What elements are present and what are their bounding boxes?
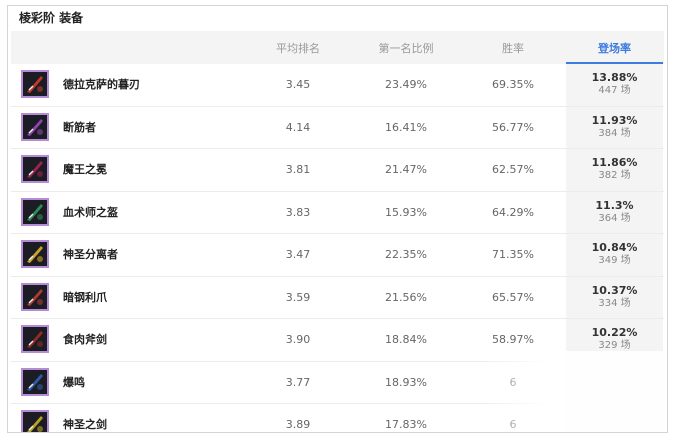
- match-count: 349 场: [598, 255, 631, 266]
- win-rate: 64.29%: [492, 205, 534, 219]
- win-rate: 65.57%: [492, 290, 534, 304]
- first-rate: 22.35%: [385, 248, 427, 261]
- match-count: 364 场: [598, 212, 631, 224]
- avg-rank: 3.47: [285, 248, 311, 261]
- item-name[interactable]: 德拉克萨的暮刃: [63, 78, 140, 91]
- item-name[interactable]: 暗钢利爪: [63, 290, 107, 304]
- pick-rate-cell: 10.84% 349 场: [566, 234, 663, 276]
- avg-rank: 3.81: [285, 163, 311, 176]
- pick-rate: 11.3%: [595, 198, 634, 212]
- table-row[interactable]: 血术师之盔 3.83 15.93% 64.29% 11.3% 364 场: [11, 191, 664, 234]
- divine-sunderer-icon[interactable]: [21, 240, 49, 268]
- match-count: 384 场: [598, 127, 631, 139]
- carnivore-axe-icon[interactable]: [21, 325, 49, 353]
- win-rate: 56.77%: [492, 120, 534, 134]
- table-row[interactable]: 暗钢利爪 3.59 21.56% 65.57% 10.37% 334 场: [11, 276, 664, 319]
- item-name[interactable]: 神圣分离者: [63, 248, 118, 261]
- match-count: 334 场: [598, 297, 631, 309]
- blood-helm-icon[interactable]: [21, 197, 49, 226]
- first-rate: 17.83%: [385, 418, 427, 431]
- pick-rate: 10.37%: [591, 283, 638, 297]
- avg-rank: 4.14: [285, 120, 311, 134]
- table-header: 平均排名 第一名比例 胜率 登场率: [11, 31, 664, 64]
- avg-rank: 3.59: [285, 290, 311, 304]
- win-rate: 62.57%: [492, 163, 534, 176]
- hamstringer-icon[interactable]: [21, 112, 49, 141]
- first-rate: 23.49%: [385, 78, 427, 91]
- first-rate: 18.93%: [385, 375, 427, 389]
- pick-rate-cell: 11.86% 382 场: [566, 149, 663, 191]
- dark-claw-icon[interactable]: [21, 282, 49, 311]
- match-count: 329 场: [598, 340, 631, 351]
- item-name[interactable]: 断筋者: [63, 120, 96, 134]
- header-avg-rank[interactable]: 平均排名: [276, 42, 320, 55]
- avg-rank: 3.45: [285, 78, 311, 91]
- item-name[interactable]: 爆鸣: [63, 375, 85, 389]
- panel-title: 棱彩阶 装备: [19, 11, 84, 25]
- match-count: 447 场: [598, 85, 631, 96]
- item-name[interactable]: 食肉斧剑: [63, 333, 107, 346]
- table-row[interactable]: 断筋者 4.14 16.41% 56.77% 11.93% 384 场: [11, 106, 664, 149]
- sort-indicator: [566, 62, 663, 64]
- avg-rank: 3.89: [285, 418, 311, 431]
- avg-rank: 3.83: [285, 205, 311, 219]
- win-rate: 69.35%: [492, 78, 534, 91]
- thunder-icon[interactable]: [21, 367, 49, 396]
- watermark-overlay: [478, 351, 667, 432]
- win-rate: 71.35%: [492, 248, 534, 261]
- pick-rate: 10.84%: [591, 241, 638, 254]
- match-count: 382 场: [598, 170, 631, 181]
- pick-rate-cell: 11.3% 364 场: [566, 191, 663, 233]
- win-rate: 58.97%: [492, 333, 534, 346]
- pick-rate: 10.22%: [591, 326, 638, 339]
- dark-blade-icon[interactable]: [21, 70, 49, 98]
- table-row[interactable]: 德拉克萨的暮刃 3.45 23.49% 69.35% 13.88% 447 场: [11, 64, 664, 107]
- item-name[interactable]: 神圣之剑: [63, 418, 107, 431]
- first-rate: 21.47%: [385, 163, 427, 176]
- header-first-rate[interactable]: 第一名比例: [378, 42, 434, 55]
- header-pick-rate[interactable]: 登场率: [566, 31, 663, 64]
- pick-rate: 11.93%: [591, 113, 638, 127]
- pick-rate: 13.88%: [591, 71, 638, 84]
- pick-rate: 11.86%: [591, 156, 638, 169]
- header-win-rate[interactable]: 胜率: [502, 42, 524, 55]
- pick-rate-cell: 10.37% 334 场: [566, 276, 663, 318]
- first-rate: 15.93%: [385, 205, 427, 219]
- holy-sword-icon[interactable]: [21, 410, 49, 432]
- first-rate: 16.41%: [385, 120, 427, 134]
- item-name[interactable]: 血术师之盔: [63, 205, 118, 219]
- first-rate: 18.84%: [385, 333, 427, 346]
- first-rate: 21.56%: [385, 290, 427, 304]
- avg-rank: 3.77: [285, 375, 311, 389]
- pick-rate-cell: 11.93% 384 场: [566, 106, 663, 148]
- items-panel: 棱彩阶 装备 平均排名 第一名比例 胜率 登场率 德拉克萨的暮刃 3.45 23…: [7, 5, 668, 433]
- table-row[interactable]: 魔王之冕 3.81 21.47% 62.57% 11.86% 382 场: [11, 149, 664, 192]
- pick-rate-cell: 13.88% 447 场: [566, 64, 663, 106]
- avg-rank: 3.90: [285, 333, 311, 346]
- table-row[interactable]: 神圣分离者 3.47 22.35% 71.35% 10.84% 349 场: [11, 234, 664, 277]
- demon-crown-icon[interactable]: [21, 155, 49, 183]
- item-name[interactable]: 魔王之冕: [63, 163, 107, 176]
